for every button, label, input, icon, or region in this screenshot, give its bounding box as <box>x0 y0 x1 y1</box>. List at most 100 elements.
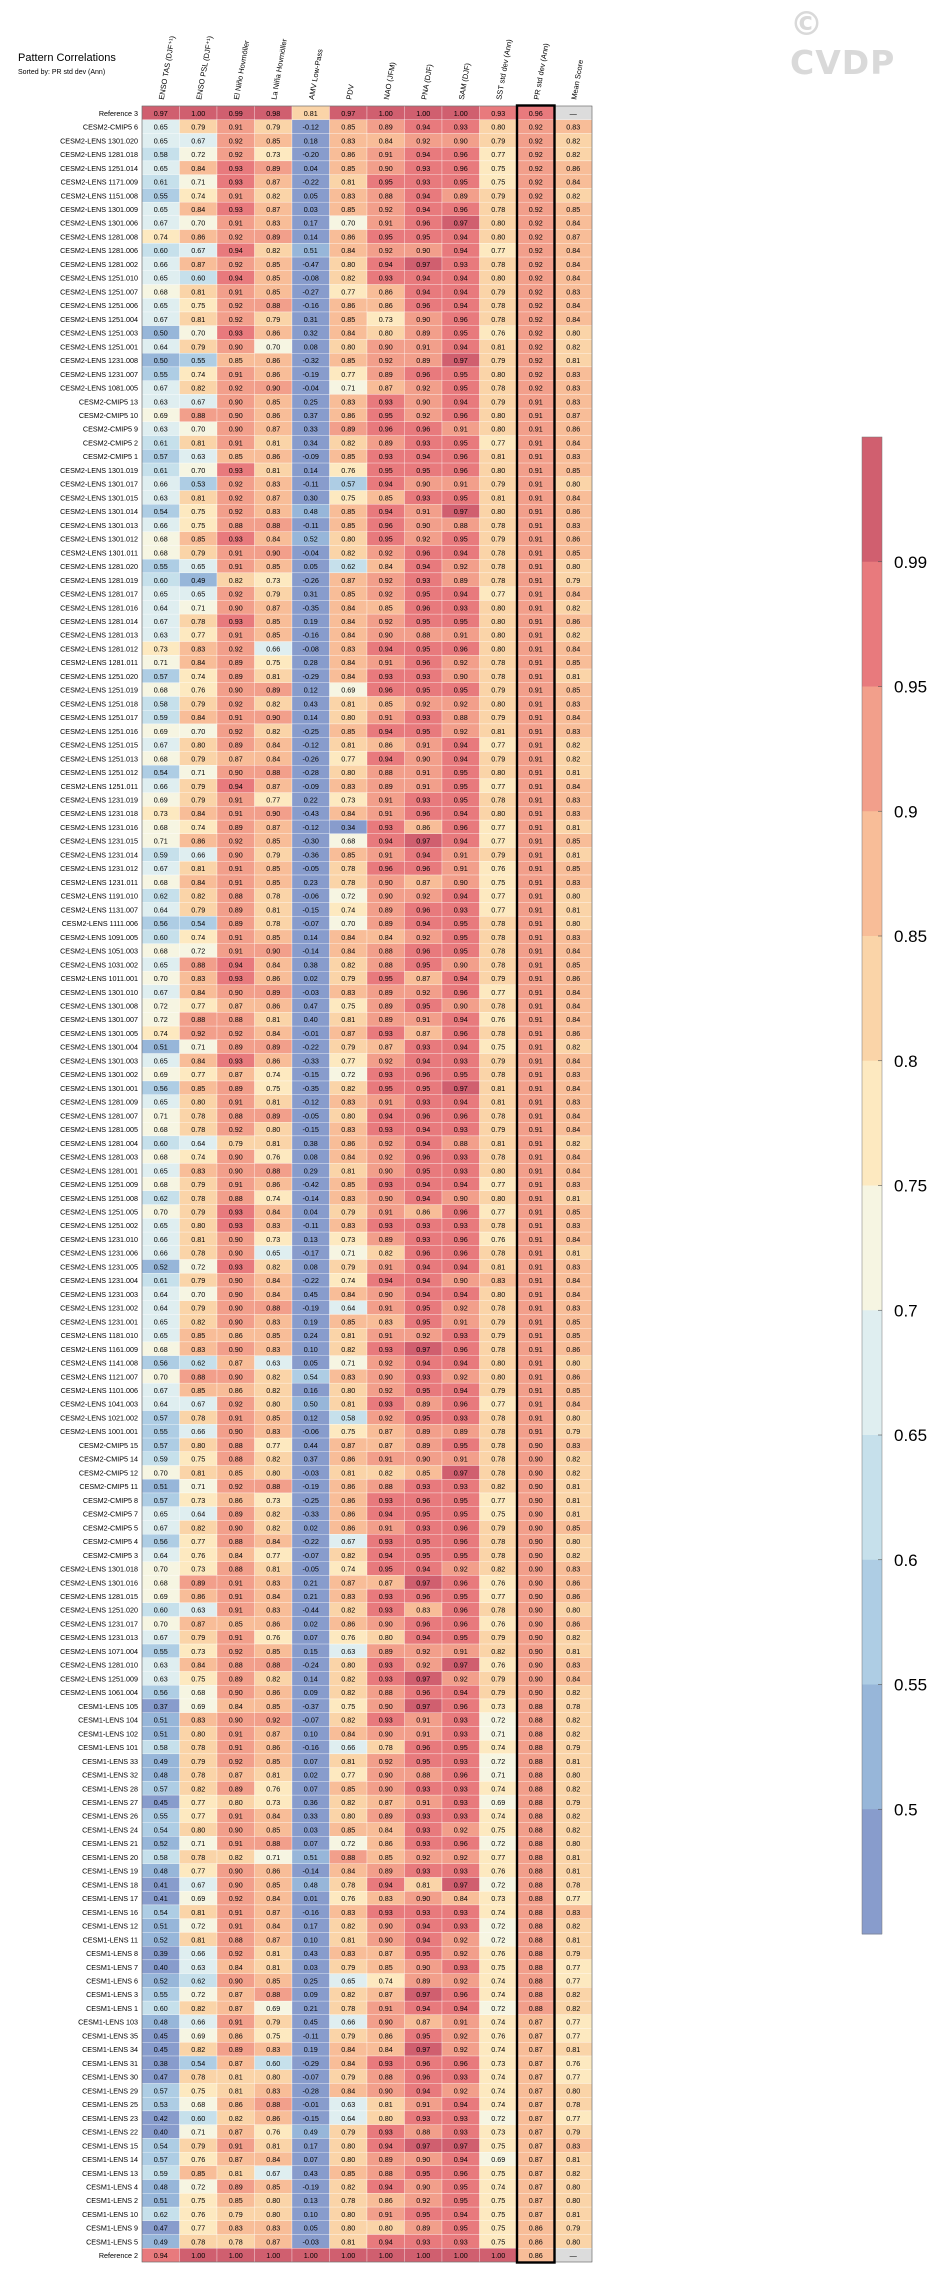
cell-value: 0.90 <box>529 1551 543 1560</box>
cell-value: 0.74 <box>491 2018 505 2027</box>
cell-value: 0.87 <box>229 2128 243 2137</box>
cell-value: 0.63 <box>341 2100 355 2109</box>
cell-value: 0.63 <box>191 452 205 461</box>
row-label: CESM1-LENS 6 <box>86 1977 138 1986</box>
cell-value: 0.85 <box>566 548 580 557</box>
cell-value: 0.94 <box>454 1688 468 1697</box>
row-label: CESM2-LENS 1301.015 <box>60 493 138 502</box>
cell-value: 0.86 <box>266 411 280 420</box>
cell-value: -0.14 <box>303 947 319 956</box>
cell-value: 0.89 <box>229 2045 243 2054</box>
cell-value: 0.84 <box>566 1125 580 1134</box>
cell-value: 0.85 <box>379 493 393 502</box>
cell-value: 0.78 <box>491 1537 505 1546</box>
cell-value: 0.86 <box>191 837 205 846</box>
cell-value: 0.91 <box>379 796 393 805</box>
cell-value: -0.30 <box>303 837 319 846</box>
row-label: CESM2-LENS 1301.020 <box>60 136 138 145</box>
cell-value: 0.77 <box>566 2031 580 2040</box>
row-label: CESM2-LENS 1231.002 <box>60 1304 138 1313</box>
cell-value: 0.81 <box>566 1853 580 1862</box>
cell-value: 0.79 <box>566 1743 580 1752</box>
cell-value: 0.90 <box>266 809 280 818</box>
cell-value: 0.80 <box>341 535 355 544</box>
cell-value: 0.91 <box>229 864 243 873</box>
cell-value: 0.85 <box>266 1413 280 1422</box>
cell-value: 0.84 <box>379 562 393 571</box>
cell-value: 0.93 <box>379 1180 393 1189</box>
cell-value: 0.87 <box>191 260 205 269</box>
cell-value: 0.84 <box>341 1867 355 1876</box>
column-header: PR std dev (Ann) <box>532 42 551 100</box>
cell-value: 0.92 <box>229 1647 243 1656</box>
cell-value: 0.81 <box>191 1935 205 1944</box>
cell-value: 0.86 <box>566 1578 580 1587</box>
cell-value: 0.84 <box>341 947 355 956</box>
cell-value: 0.48 <box>304 507 318 516</box>
cell-value: 0.92 <box>416 535 430 544</box>
cell-value: 0.92 <box>454 2031 468 2040</box>
cell-value: 0.96 <box>454 1537 468 1546</box>
cell-value: 0.83 <box>266 507 280 516</box>
cell-value: 0.93 <box>454 2073 468 2082</box>
cell-value: 0.64 <box>154 603 168 612</box>
cell-value: 0.91 <box>529 1125 543 1134</box>
cell-value: 0.83 <box>566 521 580 530</box>
cell-value: 0.47 <box>154 2224 168 2233</box>
cell-value: 0.91 <box>529 947 543 956</box>
cell-value: 0.90 <box>229 850 243 859</box>
cell-value: 0.86 <box>341 1455 355 1464</box>
cell-value: 0.62 <box>154 2210 168 2219</box>
cell-value: 0.81 <box>566 823 580 832</box>
cell-value: 0.70 <box>191 219 205 228</box>
cell-value: 0.85 <box>266 562 280 571</box>
cell-value: 0.67 <box>154 219 168 228</box>
cell-value: 0.91 <box>454 2018 468 2027</box>
cell-value: 0.82 <box>191 384 205 393</box>
cell-value: 0.93 <box>416 1482 430 1491</box>
cell-value: 0.91 <box>529 521 543 530</box>
cell-value: 0.60 <box>154 2004 168 2013</box>
cell-value: 0.91 <box>229 2018 243 2027</box>
cell-value: 0.70 <box>154 1468 168 1477</box>
cell-value: 0.90 <box>529 1537 543 1546</box>
cell-value: 0.73 <box>266 1496 280 1505</box>
cell-value: 0.40 <box>304 1015 318 1024</box>
cell-value: 0.82 <box>566 342 580 351</box>
cell-value: 0.80 <box>379 329 393 338</box>
cell-value: 0.03 <box>304 205 318 214</box>
cell-value: 0.90 <box>454 136 468 145</box>
cell-value: 0.91 <box>416 1015 430 1024</box>
cell-value: 0.85 <box>566 960 580 969</box>
cell-value: -0.35 <box>303 603 319 612</box>
cell-value: 0.83 <box>191 1345 205 1354</box>
cell-value: 0.84 <box>341 1153 355 1162</box>
cell-value: 0.85 <box>229 1468 243 1477</box>
cell-value: 0.92 <box>416 988 430 997</box>
cell-value: 0.91 <box>379 1098 393 1107</box>
cell-value: -0.37 <box>303 1702 319 1711</box>
cell-value: 0.80 <box>341 713 355 722</box>
cell-value: 0.72 <box>491 2114 505 2123</box>
cell-value: 0.55 <box>154 1990 168 1999</box>
cell-value: 0.61 <box>154 1276 168 1285</box>
cell-value: 0.51 <box>154 2196 168 2205</box>
cell-value: 0.90 <box>379 1729 393 1738</box>
cell-value: 0.54 <box>154 768 168 777</box>
cell-value: 0.90 <box>229 1345 243 1354</box>
cell-value: 0.89 <box>229 2182 243 2191</box>
cell-value: 0.79 <box>266 2018 280 2027</box>
cell-value: 0.88 <box>266 1166 280 1175</box>
cell-value: 0.91 <box>454 631 468 640</box>
cell-value: 0.75 <box>341 493 355 502</box>
row-label: CESM2-LENS 1281.015 <box>60 1592 138 1601</box>
cell-value: 0.67 <box>154 1633 168 1642</box>
cell-value: 0.86 <box>341 1496 355 1505</box>
cell-value: 0.89 <box>379 1647 393 1656</box>
cell-value: -0.03 <box>303 1468 319 1477</box>
cell-value: 0.69 <box>154 796 168 805</box>
cell-value: 0.62 <box>341 562 355 571</box>
cell-value: 0.89 <box>416 1400 430 1409</box>
row-label: CESM2-LENS 1251.011 <box>61 782 138 791</box>
cell-value: 0.82 <box>341 2182 355 2191</box>
